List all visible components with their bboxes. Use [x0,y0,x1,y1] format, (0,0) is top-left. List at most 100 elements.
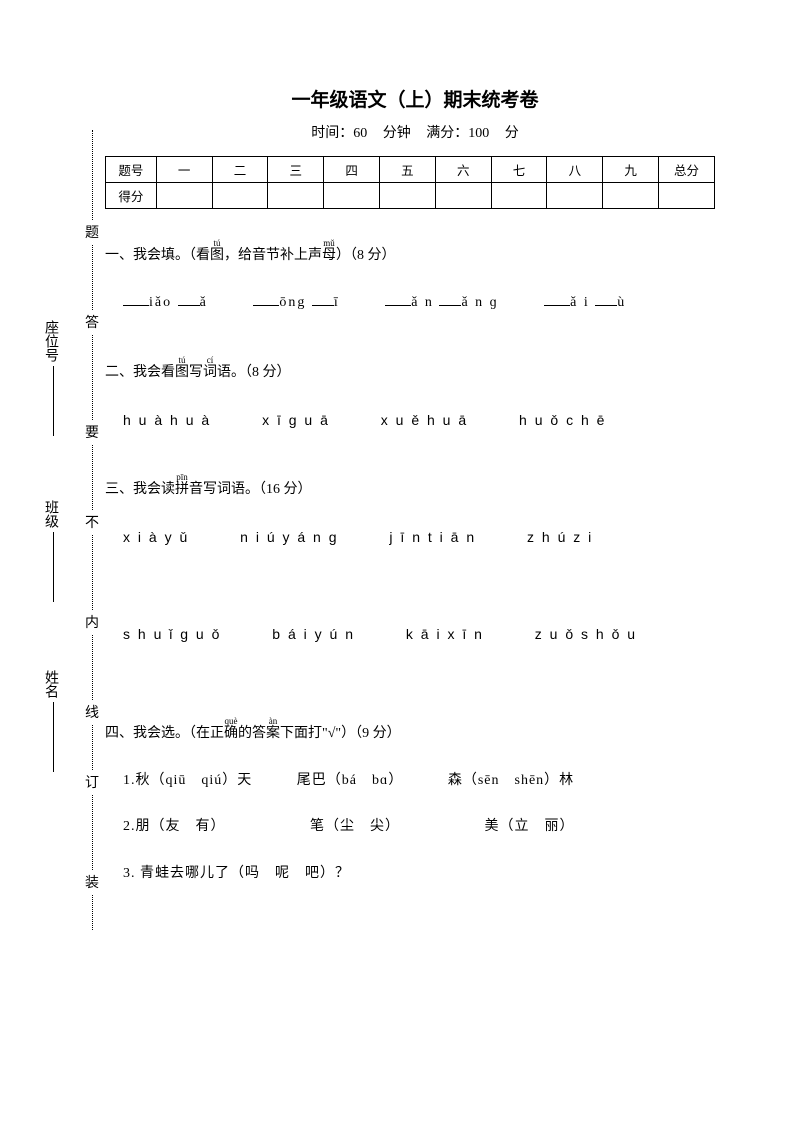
fill-blank[interactable] [123,292,149,306]
fill-blank[interactable] [312,292,334,306]
opts[interactable]: （qiū qiú） [151,773,238,788]
text: 图 [210,248,224,263]
fill-blank[interactable] [544,292,570,306]
binding-char: 题 [84,220,100,244]
word: 朋 [136,819,151,834]
pinyin-item: k ā i x ī n [406,621,484,648]
question-4: 四、我会选。（在正确què的答案àn下面打"√"）（9 分） 1.秋（qiū q… [105,717,725,887]
pinyin: cí [203,355,217,365]
question-3: 三、我会读拼pīn音写词语。（16 分） x i à y ǔ n i ú y á… [105,473,725,647]
fill-blank[interactable] [253,292,279,306]
pinyin-item: z u ǒ s h ǒ u [535,621,637,648]
binding-char: 线 [84,700,100,724]
pinyin: tú [175,355,189,365]
text: ǎ n ɡ [461,295,498,310]
q4-head: 四、我会选。（在正确què的答案àn下面打"√"）（9 分） [105,717,725,748]
word: 美 [485,819,500,834]
cell: 一 [156,157,212,183]
text: ，给音节补上声 [224,248,322,263]
text: 三、我会读 [105,482,175,497]
cell: 七 [491,157,547,183]
pinyin-item: b á i y ú n [272,621,355,648]
page-title: 一年级语文（上）期末统考卷 [105,85,725,112]
cell[interactable] [324,183,380,209]
cell[interactable] [547,183,603,209]
text: 图 [175,365,189,380]
fill-blank[interactable] [595,292,617,306]
text: ōng [279,295,306,310]
cell[interactable] [212,183,268,209]
field-label: 座位号 [43,320,58,362]
text: 下面打"√"）（9 分） [280,726,401,741]
opts[interactable]: （sēn shēn） [463,773,559,788]
fill-blank[interactable] [178,292,200,306]
pinyin: què [224,716,238,726]
binding-field: 座位号 [40,320,60,440]
table-row: 得分 [106,183,715,209]
cell[interactable] [603,183,659,209]
field-label: 姓名 [43,670,58,698]
cell: 总分 [659,157,715,183]
q3-head: 三、我会读拼pīn音写词语。（16 分） [105,473,725,504]
cell[interactable] [156,183,212,209]
fill-blank[interactable] [385,292,411,306]
opts[interactable]: （立 丽） [500,819,575,834]
text: 写 [189,365,203,380]
text: 母 [322,248,336,263]
cell[interactable] [659,183,715,209]
field-label: 班级 [43,500,58,528]
q4-line2: 2.朋（友 有） 笔（尘 尖） 美（立 丽） [123,814,725,841]
q1-head: 一、我会填。（看图tú，给音节补上声母mǔ）（8 分） [105,239,725,270]
cell[interactable] [380,183,436,209]
text: 二、我会看 [105,365,175,380]
cell: 得分 [106,183,157,209]
page-subtitle: 时间：60 分钟 满分：100 分 [105,122,725,142]
opts[interactable]: （尘 尖） [325,819,400,834]
pinyin-item: h u à h u à [123,407,211,434]
text: 音写词语。（16 分） [189,482,312,497]
question-2: 二、我会看图tú写词cí语。（8 分） h u à h u à x ī g u … [105,356,725,433]
binding-char: 答 [84,310,100,334]
binding-char: 装 [84,870,100,894]
word: 森 [448,773,463,788]
pinyin-item: j ī n t i ā n [389,524,476,551]
text: ǎ i [570,295,590,310]
cell: 八 [547,157,603,183]
opts[interactable]: （友 有） [151,819,226,834]
q3-row1: x i à y ǔ n i ú y á n g j ī n t i ā n z … [123,524,725,551]
exam-page: 一年级语文（上）期末统考卷 时间：60 分钟 满分：100 分 题号 一 二 三… [105,85,725,928]
text: ǎ n [411,295,434,310]
text: 的答 [238,726,266,741]
cell[interactable] [435,183,491,209]
question-1: 一、我会填。（看图tú，给音节补上声母mǔ）（8 分） iǎo ǎ ōng ī … [105,239,725,316]
fullscore-label: 满分：100 分 [426,126,519,141]
binding-strip: 题 答 要 不 内 线 订 装 座位号 班级 姓名 [40,130,100,930]
q3-row2: s h u ǐ g u ǒ b á i y ú n k ā i x ī n z … [123,621,725,648]
fill-blank[interactable] [439,292,461,306]
pinyin: tú [210,238,224,248]
pinyin-item: x u ě h u ā [381,407,468,434]
binding-field: 姓名 [40,670,60,776]
num: 1. [123,773,136,788]
suf: 林 [559,773,574,788]
text: 确 [224,726,238,741]
binding-char: 内 [84,610,100,634]
pinyin: pīn [175,472,189,482]
cell[interactable] [268,183,324,209]
binding-char: 订 [84,770,100,794]
binding-field: 班级 [40,500,60,606]
q1-row: iǎo ǎ ōng ī ǎ n ǎ n ɡ ǎ i ù [123,290,725,317]
score-table: 题号 一 二 三 四 五 六 七 八 九 总分 得分 [105,156,715,209]
cell: 二 [212,157,268,183]
pinyin-item: h u ǒ c h ē [519,407,606,434]
cell[interactable] [491,183,547,209]
cell: 九 [603,157,659,183]
text: iǎo [149,295,172,310]
pinyin: àn [266,716,280,726]
pinyin-item: x i à y ǔ [123,524,189,551]
text: 一、我会填。（看 [105,248,210,263]
text: 拼 [175,482,189,497]
opts[interactable]: （bá bɑ） [327,773,404,788]
text: 词 [203,365,217,380]
q4-line3: 3. 青蛙去哪儿了（吗 呢 吧）？ [123,861,725,888]
